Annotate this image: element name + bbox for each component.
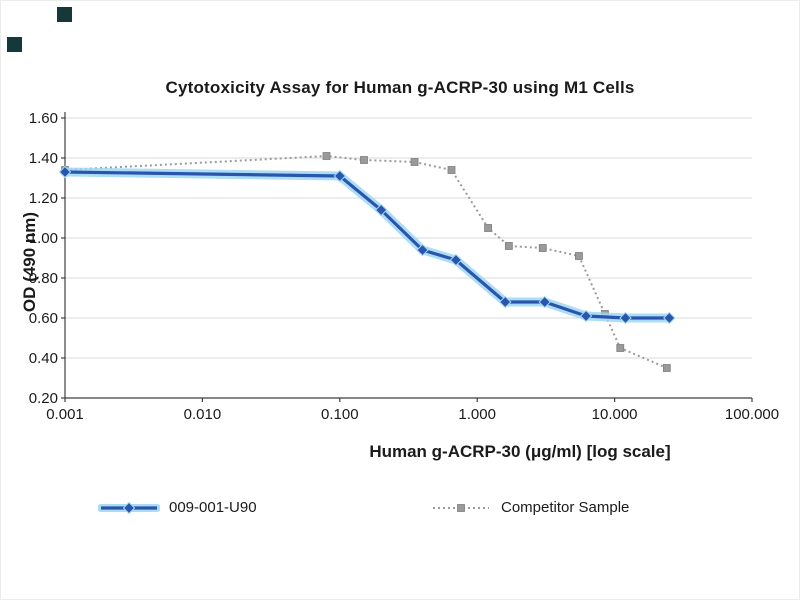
data-point-marker: [538, 295, 551, 309]
x-tick-label: 100.000: [725, 406, 779, 423]
data-point-marker: [538, 244, 547, 252]
x-tick-label: 0.010: [184, 406, 222, 423]
data-point-marker: [579, 309, 593, 323]
y-tick-label: 1.20: [29, 190, 58, 207]
data-point-marker: [410, 158, 419, 166]
legend-item-competitor: Competitor Sample: [430, 499, 629, 516]
plot-area: 0.20 0.40 0.60 0.80 1.00 1.20 1.40 1.60 0.001 0.0…: [29, 110, 779, 423]
corner-mark-left: [7, 37, 22, 52]
data-point-marker: [374, 203, 388, 217]
legend-label-competitor: Competitor Sample: [501, 499, 630, 516]
x-tick-label: 1.000: [458, 406, 496, 423]
chart-title: Cytotoxicity Assay for Human g-ACRP-30 u…: [165, 78, 635, 97]
legend: 009-001-U90 Competitor Sample: [0, 499, 800, 521]
y-tick-label: 1.00: [29, 230, 58, 247]
data-point-marker: [663, 311, 676, 325]
corner-mark-top: [57, 7, 72, 22]
x-tick-label: 0.001: [46, 406, 84, 423]
legend-swatch-product-line: [98, 501, 160, 514]
data-point-marker: [122, 501, 136, 514]
y-tick-label: 0.20: [29, 390, 58, 407]
data-point-marker: [416, 243, 429, 257]
x-tick-label: 10.000: [592, 406, 638, 423]
data-point-marker: [484, 224, 492, 232]
data-point-marker: [499, 295, 512, 309]
data-point-marker: [58, 165, 72, 179]
data-point-marker: [616, 344, 625, 352]
data-point-marker: [662, 364, 671, 372]
series-halo: [60, 167, 674, 323]
data-point-marker: [449, 253, 463, 267]
x-axis-title: Human g-ACRP-30 (μg/ml) [log scale]: [369, 442, 671, 461]
data-point-marker: [447, 166, 456, 174]
y-tick-label: 1.60: [29, 110, 58, 127]
y-tick-label: 0.60: [29, 310, 58, 327]
series-line: [64, 155, 668, 369]
data-point-marker: [322, 152, 331, 160]
data-point-marker: [575, 252, 583, 260]
y-tick-label: 0.40: [29, 350, 58, 367]
legend-item-product: 009-001-U90: [98, 499, 257, 516]
data-point-marker: [504, 242, 513, 250]
data-point-marker: [360, 156, 368, 164]
x-tick-label: 0.100: [321, 406, 359, 423]
series-line: [64, 170, 670, 320]
data-point-marker: [457, 503, 465, 512]
y-tick-label: 1.40: [29, 150, 58, 167]
legend-label-product: 009-001-U90: [169, 499, 257, 516]
y-tick-label: 0.80: [29, 270, 58, 287]
data-point-marker: [333, 169, 347, 183]
legend-swatch-competitor-line: [433, 503, 489, 512]
data-point-marker: [619, 311, 632, 325]
